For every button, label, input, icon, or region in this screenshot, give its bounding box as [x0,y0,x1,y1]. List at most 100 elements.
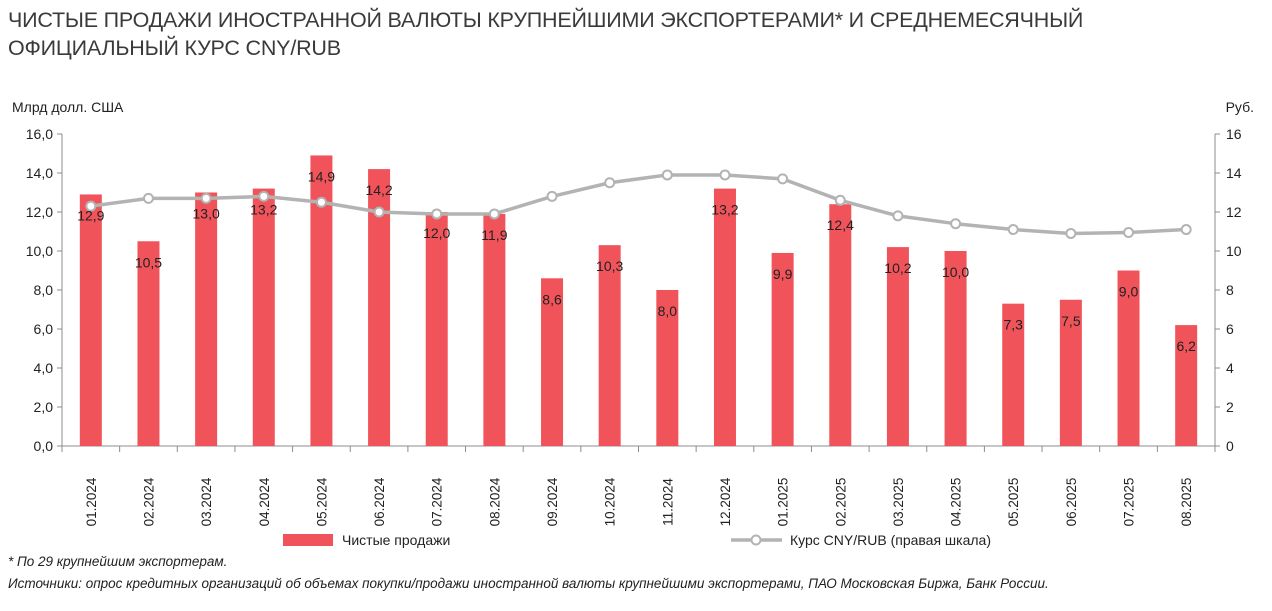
line-point-cny-rub [1007,224,1019,236]
line-point-cny-rub [315,196,327,208]
left-tick-label: 2,0 [34,399,54,415]
bar-data-label: 12,9 [77,207,104,223]
bar-net-sales [886,247,909,446]
line-point-cny-rub [200,192,212,204]
bar-data-label: 12,4 [827,217,854,233]
bar-data-label: 12,0 [423,225,450,241]
left-tick-label: 6,0 [34,321,54,337]
x-category-label: 06.2024 [372,477,387,526]
bar-data-label: 7,3 [1003,317,1023,333]
bar-net-sales [598,245,621,446]
x-category-label: 05.2024 [314,477,329,526]
bar-data-label: 6,2 [1176,338,1196,354]
bar-net-sales [1117,270,1140,446]
x-category-label: 04.2024 [257,477,272,526]
line-point-cny-rub [1065,227,1077,239]
bar-data-label: 8,6 [542,291,562,307]
line-point-cny-rub [950,218,962,230]
x-category-label: 02.2025 [833,478,848,527]
right-tick-label: 8 [1226,282,1234,298]
bar-data-label: 13,2 [250,202,277,218]
line-point-cny-rub [604,177,616,189]
bar-net-sales [79,194,102,446]
bar-data-label: 13,0 [193,206,220,222]
right-tick-label: 14 [1226,165,1242,181]
bar-net-sales [771,252,794,446]
x-category-label: 01.2025 [776,478,791,527]
line-point-cny-rub [546,190,558,202]
right-axis-unit: Руб. [1225,99,1254,115]
legend-label-cny-rub: Курс CNY/RUB (правая шкала) [790,532,991,548]
chart-title: ЧИСТЫЕ ПРОДАЖИ ИНОСТРАННОЙ ВАЛЮТЫ КРУПНЕ… [8,6,1208,62]
bar-data-label: 9,9 [773,266,793,282]
bar-net-sales [1175,325,1198,446]
line-point-cny-rub [142,192,154,204]
bar-data-label: 10,3 [596,258,623,274]
x-category-label: 02.2024 [141,477,156,526]
x-category-label: 03.2024 [199,477,214,526]
x-category-label: 04.2025 [949,478,964,527]
bar-net-sales [137,241,160,446]
bar-net-sales [656,290,679,446]
right-tick-label: 12 [1226,204,1242,220]
source-note: Источники: опрос кредитных организаций о… [8,576,1049,591]
x-category-label: 01.2024 [84,477,99,526]
line-point-cny-rub [719,169,731,181]
line-point-cny-rub [834,194,846,206]
bar-net-sales [310,155,333,446]
x-category-label: 10.2024 [603,477,618,526]
x-category-label: 09.2024 [545,477,560,526]
bar-net-sales [483,213,506,446]
chart-title-line1: ЧИСТЫЕ ПРОДАЖИ ИНОСТРАННОЙ ВАЛЮТЫ КРУПНЕ… [8,8,1084,32]
right-tick-label: 2 [1226,399,1234,415]
left-tick-label: 14,0 [26,165,53,181]
x-category-label: 03.2025 [891,478,906,527]
bar-data-label: 13,2 [711,202,738,218]
left-tick-label: 4,0 [34,360,54,376]
x-category-label: 05.2025 [1006,478,1021,527]
bar-net-sales [368,169,391,446]
bar-net-sales [829,204,852,446]
x-category-label: 08.2025 [1179,478,1194,527]
x-category-label: 11.2024 [660,478,675,526]
line-point-cny-rub [431,208,443,220]
bar-net-sales [1059,299,1082,446]
bar-data-label: 11,9 [481,227,507,243]
bar-net-sales [944,251,967,446]
bar-data-label: 8,0 [658,303,678,319]
line-point-cny-rub [488,208,500,220]
line-point-cny-rub [777,173,789,185]
bar-data-label: 10,2 [884,260,911,276]
left-axis-unit: Млрд долл. США [12,99,124,115]
x-category-label: 07.2025 [1122,478,1137,527]
left-tick-label: 16,0 [26,126,53,142]
right-tick-label: 10 [1226,243,1242,259]
legend-marker-cny-rub [750,534,762,546]
line-point-cny-rub [373,206,385,218]
right-tick-label: 4 [1226,360,1234,376]
left-tick-label: 12,0 [26,204,53,220]
legend-swatch-net-sales [283,534,333,546]
line-point-cny-rub [1123,226,1135,238]
line-cny-rub [90,173,1187,236]
line-point-cny-rub [1180,224,1192,236]
left-tick-label: 8,0 [34,282,54,298]
right-tick-label: 16 [1226,126,1242,142]
footnote: * По 29 крупнейшим экспортерам. [8,554,228,569]
bar-data-label: 14,9 [308,168,335,184]
line-point-cny-rub [892,210,904,222]
left-tick-label: 10,0 [26,243,53,259]
bar-net-sales [425,212,448,446]
x-category-label: 08.2024 [487,477,502,526]
bar-data-label: 9,0 [1119,284,1139,300]
bar-net-sales [1002,303,1025,446]
line-point-cny-rub [661,169,673,181]
line-point-cny-rub [85,200,97,212]
left-tick-label: 0,0 [34,438,54,454]
chart-title-line2: ОФИЦИАЛЬНЫЙ КУРС CNY/RUB [8,36,341,60]
bar-data-label: 7,5 [1061,313,1081,329]
bar-net-sales [541,278,564,446]
line-point-cny-rub [258,190,270,202]
right-tick-label: 0 [1226,438,1234,454]
